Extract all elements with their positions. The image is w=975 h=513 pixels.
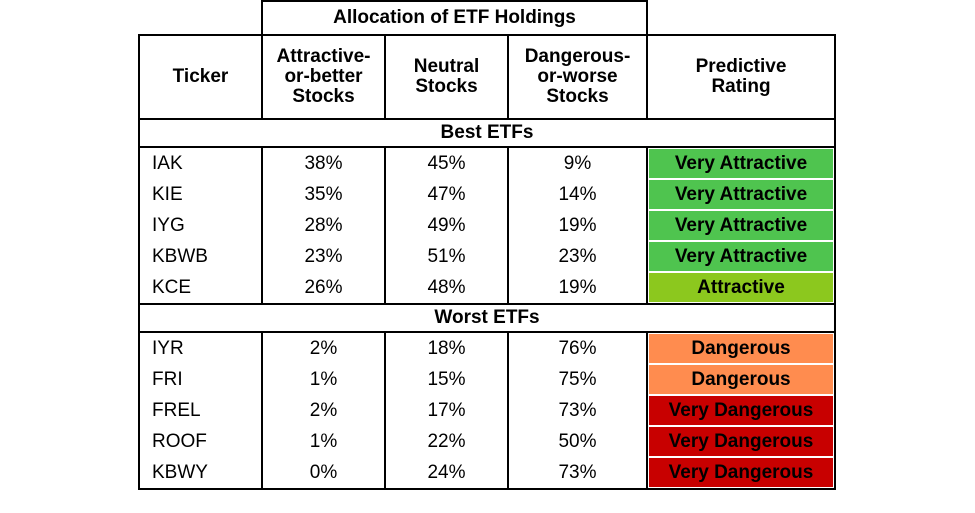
attractive-pct-cell: 26% — [261, 272, 386, 305]
dangerous-pct-cell: 75% — [507, 364, 648, 395]
rating-cell: Very Attractive — [646, 147, 836, 179]
neutral-pct-cell: 24% — [384, 457, 509, 490]
table-row: FREL 2% 17% 73% Very Dangerous — [138, 395, 836, 426]
dangerous-pct-cell: 73% — [507, 395, 648, 426]
group-header-allocation: Allocation of ETF Holdings — [261, 0, 648, 36]
ticker-cell: IYR — [138, 332, 263, 364]
dangerous-pct-cell: 76% — [507, 332, 648, 364]
neutral-pct-cell: 47% — [384, 179, 509, 210]
table-row: IYR 2% 18% 76% Dangerous — [138, 332, 836, 364]
neutral-pct-cell: 18% — [384, 332, 509, 364]
rating-cell: Dangerous — [646, 332, 836, 364]
neutral-pct-cell: 22% — [384, 426, 509, 457]
table-row: KIE 35% 47% 14% Very Attractive — [138, 179, 836, 210]
empty-corner-cell — [647, 1, 835, 35]
neutral-pct-cell: 51% — [384, 241, 509, 272]
dangerous-pct-cell: 19% — [507, 210, 648, 241]
rating-cell: Attractive — [646, 272, 836, 305]
section-header: Worst ETFs — [138, 303, 836, 333]
attractive-pct-cell: 35% — [261, 179, 386, 210]
dangerous-pct-cell: 73% — [507, 457, 648, 490]
dangerous-pct-cell: 23% — [507, 241, 648, 272]
attractive-pct-cell: 2% — [261, 395, 386, 426]
ticker-cell: ROOF — [138, 426, 263, 457]
ticker-cell: KBWB — [138, 241, 263, 272]
table-row: KCE 26% 48% 19% Attractive — [138, 272, 836, 305]
column-header-dangerous: Dangerous- or-worse Stocks — [507, 34, 648, 120]
rating-cell: Very Dangerous — [646, 395, 836, 426]
ticker-cell: IYG — [138, 210, 263, 241]
table-row: FRI 1% 15% 75% Dangerous — [138, 364, 836, 395]
empty-corner-cell — [139, 1, 262, 35]
table-row: KBWY 0% 24% 73% Very Dangerous — [138, 457, 836, 490]
column-header-predictive-rating: Predictive Rating — [646, 34, 836, 120]
rating-cell: Very Attractive — [646, 241, 836, 272]
table-row: ROOF 1% 22% 50% Very Dangerous — [138, 426, 836, 457]
neutral-pct-cell: 17% — [384, 395, 509, 426]
dangerous-pct-cell: 19% — [507, 272, 648, 305]
dangerous-pct-cell: 14% — [507, 179, 648, 210]
rating-cell: Dangerous — [646, 364, 836, 395]
table-row: KBWB 23% 51% 23% Very Attractive — [138, 241, 836, 272]
neutral-pct-cell: 48% — [384, 272, 509, 305]
etf-allocation-table: Allocation of ETF Holdings Ticker Attrac… — [138, 0, 836, 490]
table-row: IAK 38% 45% 9% Very Attractive — [138, 147, 836, 179]
attractive-pct-cell: 28% — [261, 210, 386, 241]
rating-cell: Very Attractive — [646, 210, 836, 241]
rating-cell: Very Dangerous — [646, 426, 836, 457]
column-header-ticker: Ticker — [138, 34, 263, 120]
etf-allocation-table-container: Allocation of ETF Holdings Ticker Attrac… — [138, 0, 836, 490]
attractive-pct-cell: 1% — [261, 364, 386, 395]
section-header: Best ETFs — [138, 118, 836, 148]
column-header-neutral: Neutral Stocks — [384, 34, 509, 120]
column-header-attractive: Attractive- or-better Stocks — [261, 34, 386, 120]
attractive-pct-cell: 2% — [261, 332, 386, 364]
neutral-pct-cell: 45% — [384, 147, 509, 179]
rating-cell: Very Dangerous — [646, 457, 836, 490]
ticker-cell: FREL — [138, 395, 263, 426]
table-row: IYG 28% 49% 19% Very Attractive — [138, 210, 836, 241]
dangerous-pct-cell: 9% — [507, 147, 648, 179]
ticker-cell: KIE — [138, 179, 263, 210]
ticker-cell: FRI — [138, 364, 263, 395]
rating-cell: Very Attractive — [646, 179, 836, 210]
neutral-pct-cell: 15% — [384, 364, 509, 395]
ticker-cell: KCE — [138, 272, 263, 305]
dangerous-pct-cell: 50% — [507, 426, 648, 457]
attractive-pct-cell: 23% — [261, 241, 386, 272]
attractive-pct-cell: 38% — [261, 147, 386, 179]
attractive-pct-cell: 1% — [261, 426, 386, 457]
ticker-cell: IAK — [138, 147, 263, 179]
neutral-pct-cell: 49% — [384, 210, 509, 241]
ticker-cell: KBWY — [138, 457, 263, 490]
attractive-pct-cell: 0% — [261, 457, 386, 490]
